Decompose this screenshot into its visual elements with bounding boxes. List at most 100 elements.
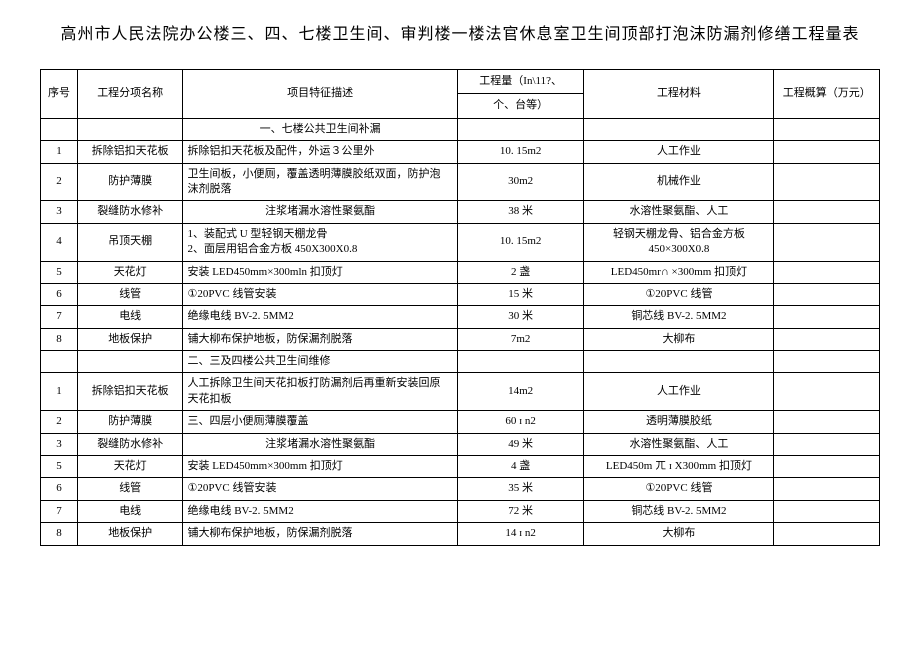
cell-name: 防护薄膜 (77, 411, 183, 433)
cell-seq: 2 (41, 163, 78, 201)
cell (457, 118, 584, 140)
table-row: 2防护薄膜卫生间板，小便厕，覆盖透明薄膜胶纸双面，防护泡沫剂脱落30m2机械作业 (41, 163, 880, 201)
table-row: 6线管①20PVC 线管安装35 米①20PVC 线管 (41, 478, 880, 500)
cell-desc: 绝缘电线 BV-2. 5MM2 (183, 500, 457, 522)
section-header-row: 一、七楼公共卫生间补漏 (41, 118, 880, 140)
cell-name: 线管 (77, 478, 183, 500)
cell-seq: 5 (41, 261, 78, 283)
cell-seq: 8 (41, 328, 78, 350)
table-row: 5天花灯安装 LED450mm×300mln 扣顶灯2 盏LED450mr∩ ×… (41, 261, 880, 283)
cell-material: 铜芯线 BV-2. 5MM2 (584, 500, 774, 522)
cell-material: LED450m ㄫ ɪ X300mm 扣顶灯 (584, 456, 774, 478)
cell-seq: 7 (41, 306, 78, 328)
cell (41, 351, 78, 373)
cell (584, 351, 774, 373)
section-header-cell: 一、七楼公共卫生间补漏 (183, 118, 457, 140)
cell-qty: 35 米 (457, 478, 584, 500)
cell-name: 地板保护 (77, 523, 183, 545)
cell-qty: 30m2 (457, 163, 584, 201)
cell-desc: 人工拆除卫生间天花扣板打防漏剂后再重新安装回原天花扣板 (183, 373, 457, 411)
table-row: 6线管①20PVC 线管安装15 米①20PVC 线管 (41, 283, 880, 305)
cell-material: ①20PVC 线管 (584, 283, 774, 305)
cell-qty: 10. 15m2 (457, 223, 584, 261)
table-row: 3裂缝防水修补注浆堵漏水溶性聚氨酯38 米水溶性聚氨酯、人工 (41, 201, 880, 223)
cell-name: 电线 (77, 306, 183, 328)
cell-name: 吊顶天棚 (77, 223, 183, 261)
cell-desc: 铺大柳布保护地板，防保漏剂脱落 (183, 328, 457, 350)
col-material: 工程材料 (584, 70, 774, 119)
table-row: 2防护薄膜三、四层小便厕薄膜覆盖60 ɪ n2透明薄膜胶纸 (41, 411, 880, 433)
cell-name: 裂缝防水修补 (77, 433, 183, 455)
cell-material: ①20PVC 线管 (584, 478, 774, 500)
cell-qty: 2 盏 (457, 261, 584, 283)
cell-material: LED450mr∩ ×300mm 扣顶灯 (584, 261, 774, 283)
cell-cost (774, 223, 880, 261)
cell-cost (774, 141, 880, 163)
cell-qty: 60 ɪ n2 (457, 411, 584, 433)
cell-cost (774, 411, 880, 433)
col-name: 工程分项名称 (77, 70, 183, 119)
cell-desc: 绝缘电线 BV-2. 5MM2 (183, 306, 457, 328)
cell-desc: 三、四层小便厕薄膜覆盖 (183, 411, 457, 433)
page-title: 高州市人民法院办公楼三、四、七楼卫生间、审判楼一楼法官休息室卫生间顶部打泡沫防漏… (40, 20, 880, 44)
cell-material: 铜芯线 BV-2. 5MM2 (584, 306, 774, 328)
cell-seq: 1 (41, 141, 78, 163)
cell-qty: 49 米 (457, 433, 584, 455)
cell-desc: 安装 LED450mm×300mln 扣顶灯 (183, 261, 457, 283)
cell-cost (774, 500, 880, 522)
cell (774, 118, 880, 140)
cell-desc: ①20PVC 线管安装 (183, 478, 457, 500)
col-desc: 项目特征描述 (183, 70, 457, 119)
cell (584, 118, 774, 140)
cell-material: 机械作业 (584, 163, 774, 201)
cell-cost (774, 306, 880, 328)
table-header-row: 序号 工程分项名称 项目特征描述 工程量（In\11?、 工程材料 工程概算（万… (41, 70, 880, 94)
cell-seq: 7 (41, 500, 78, 522)
cell-seq: 3 (41, 201, 78, 223)
cell-seq: 3 (41, 433, 78, 455)
cell-cost (774, 283, 880, 305)
cell-cost (774, 373, 880, 411)
cell-qty: 10. 15m2 (457, 141, 584, 163)
col-qty1: 工程量（In\11?、 (457, 70, 584, 94)
cell-material: 轻钢天棚龙骨、铝合金方板450×300X0.8 (584, 223, 774, 261)
cell-cost (774, 201, 880, 223)
cell (77, 118, 183, 140)
cell (457, 351, 584, 373)
table-row: 4吊顶天棚1、装配式 U 型轻钢天棚龙骨2、面层用铝合金方板 450X300X0… (41, 223, 880, 261)
cell-material: 透明薄膜胶纸 (584, 411, 774, 433)
cell-name: 线管 (77, 283, 183, 305)
quantity-table: 序号 工程分项名称 项目特征描述 工程量（In\11?、 工程材料 工程概算（万… (40, 69, 880, 546)
cell-material: 人工作业 (584, 141, 774, 163)
cell-qty: 38 米 (457, 201, 584, 223)
cell (41, 118, 78, 140)
cell-qty: 4 盏 (457, 456, 584, 478)
cell-material: 人工作业 (584, 373, 774, 411)
cell-seq: 6 (41, 283, 78, 305)
col-cost: 工程概算（万元） (774, 70, 880, 119)
cell-desc: 注浆堵漏水溶性聚氨酯 (183, 201, 457, 223)
cell-material: 水溶性聚氨酯、人工 (584, 201, 774, 223)
cell-qty: 7m2 (457, 328, 584, 350)
cell (77, 351, 183, 373)
table-row: 8地板保护铺大柳布保护地板，防保漏剂脱落7m2大柳布 (41, 328, 880, 350)
table-row: 1拆除铝扣天花板人工拆除卫生间天花扣板打防漏剂后再重新安装回原天花扣板14m2人… (41, 373, 880, 411)
table-row: 5天花灯安装 LED450mm×300mm 扣顶灯4 盏LED450m ㄫ ɪ … (41, 456, 880, 478)
table-row: 1拆除铝扣天花板拆除铝扣天花板及配件，外运３公里外10. 15m2人工作业 (41, 141, 880, 163)
cell-qty: 30 米 (457, 306, 584, 328)
section-header-cell: 二、三及四楼公共卫生间维修 (183, 351, 457, 373)
cell-seq: 2 (41, 411, 78, 433)
cell-cost (774, 523, 880, 545)
cell-name: 电线 (77, 500, 183, 522)
cell-cost (774, 433, 880, 455)
cell-qty: 15 米 (457, 283, 584, 305)
cell (774, 351, 880, 373)
cell-seq: 1 (41, 373, 78, 411)
col-seq: 序号 (41, 70, 78, 119)
cell-seq: 8 (41, 523, 78, 545)
table-row: 7电线绝缘电线 BV-2. 5MM230 米铜芯线 BV-2. 5MM2 (41, 306, 880, 328)
col-qty2: 个、台等） (457, 94, 584, 118)
cell-material: 大柳布 (584, 328, 774, 350)
section-header-row: 二、三及四楼公共卫生间维修 (41, 351, 880, 373)
cell-desc: 安装 LED450mm×300mm 扣顶灯 (183, 456, 457, 478)
